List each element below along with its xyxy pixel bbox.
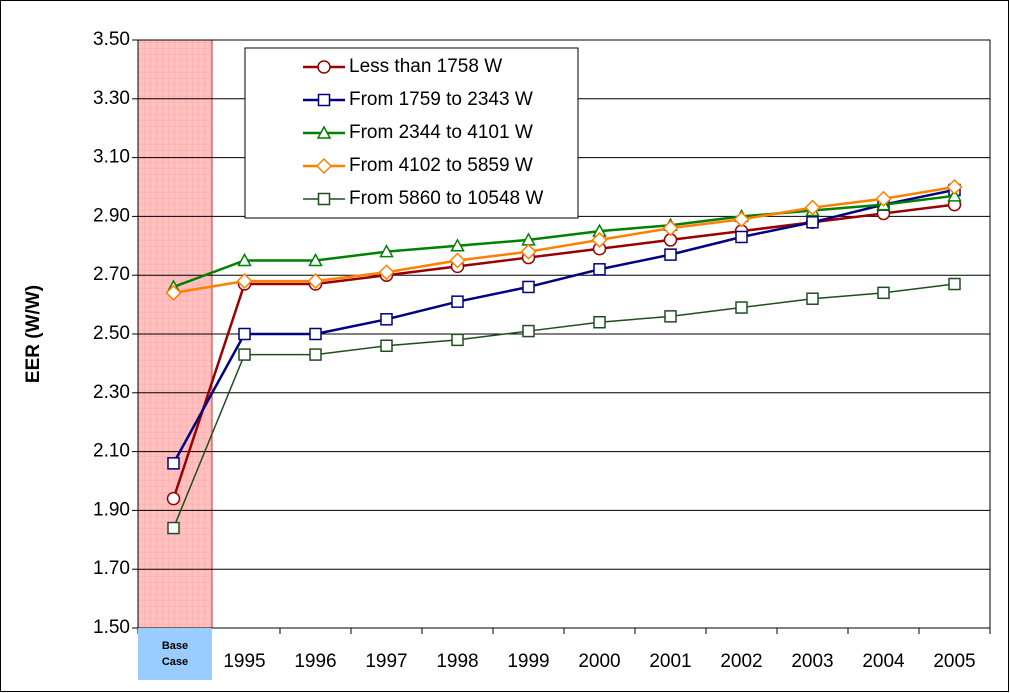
marker (166, 491, 181, 506)
marker (877, 286, 890, 300)
marker (236, 273, 253, 290)
legend-box (244, 47, 579, 219)
marker (380, 313, 393, 326)
x-tick-label: 1997 (365, 651, 407, 672)
y-tick-label: 1.50 (93, 617, 130, 638)
series-line (173, 185, 955, 295)
legend-marker (315, 157, 333, 175)
marker (735, 230, 748, 244)
marker (237, 252, 252, 267)
x-tick-label: 2005 (933, 651, 975, 672)
y-tick-label: 2.90 (93, 205, 130, 226)
legend-marker (317, 93, 331, 107)
y-tick-label: 2.70 (93, 264, 130, 285)
legend-label: From 4102 to 5859 W (349, 155, 533, 176)
marker (948, 277, 961, 291)
marker (167, 521, 180, 535)
x-tick-label: 1996 (294, 651, 336, 672)
marker (378, 264, 395, 281)
marker (664, 248, 677, 261)
marker (451, 295, 464, 308)
y-tick-label: 1.90 (93, 499, 130, 520)
marker (946, 178, 963, 196)
marker (238, 348, 251, 361)
y-tick-label: 3.50 (93, 29, 130, 50)
marker (806, 292, 819, 305)
x-tick-label: 2000 (578, 651, 620, 672)
x-tick-label: 1999 (507, 651, 549, 672)
marker (735, 301, 748, 314)
x-tick-label: 2001 (649, 651, 691, 672)
marker (238, 327, 251, 341)
y-tick-label: 1.70 (93, 558, 130, 579)
y-axis-label: EER (W/W) (23, 285, 44, 383)
legend-label: From 5860 to 10548 W (349, 188, 543, 209)
x-tick-label: 2003 (791, 651, 833, 672)
marker (522, 324, 535, 338)
series-line (172, 203, 955, 500)
marker (947, 188, 962, 202)
marker (593, 315, 606, 329)
x-tick-label: 2004 (862, 651, 905, 672)
marker (733, 211, 750, 228)
marker (451, 333, 464, 347)
marker (875, 190, 892, 207)
marker (380, 339, 393, 353)
marker (308, 252, 323, 267)
series-line (173, 194, 955, 289)
marker (307, 273, 324, 290)
legend-label: From 2344 to 4101 W (349, 122, 533, 143)
marker (664, 310, 677, 323)
y-tick-label: 2.10 (93, 441, 130, 462)
marker (522, 280, 535, 294)
marker (520, 243, 537, 260)
y-tick-label: 2.30 (93, 382, 130, 403)
y-tick-label: 2.50 (93, 323, 130, 344)
marker (379, 244, 394, 258)
x-tick-label: 1995 (223, 651, 265, 672)
legend-marker (316, 125, 332, 139)
legend-label: Less than 1758 W (349, 56, 502, 77)
marker (165, 284, 182, 301)
series-line (172, 188, 955, 464)
marker (309, 327, 322, 341)
series-line (172, 283, 955, 529)
marker (591, 231, 608, 248)
legend-label: From 1759 to 2343 W (349, 89, 533, 110)
marker (450, 238, 465, 252)
x-tick-label: 1998 (436, 651, 478, 672)
marker (804, 199, 821, 216)
marker (449, 252, 466, 269)
base-case-label: Base Case (138, 628, 212, 680)
marker (662, 220, 679, 237)
y-tick-label: 3.30 (93, 88, 130, 109)
legend-marker (317, 192, 331, 206)
marker (593, 263, 606, 276)
y-tick-label: 3.10 (93, 147, 130, 168)
marker (806, 216, 819, 229)
legend-marker (317, 60, 331, 74)
x-tick-label: 2002 (720, 651, 762, 672)
marker (167, 457, 180, 470)
marker (309, 348, 322, 361)
